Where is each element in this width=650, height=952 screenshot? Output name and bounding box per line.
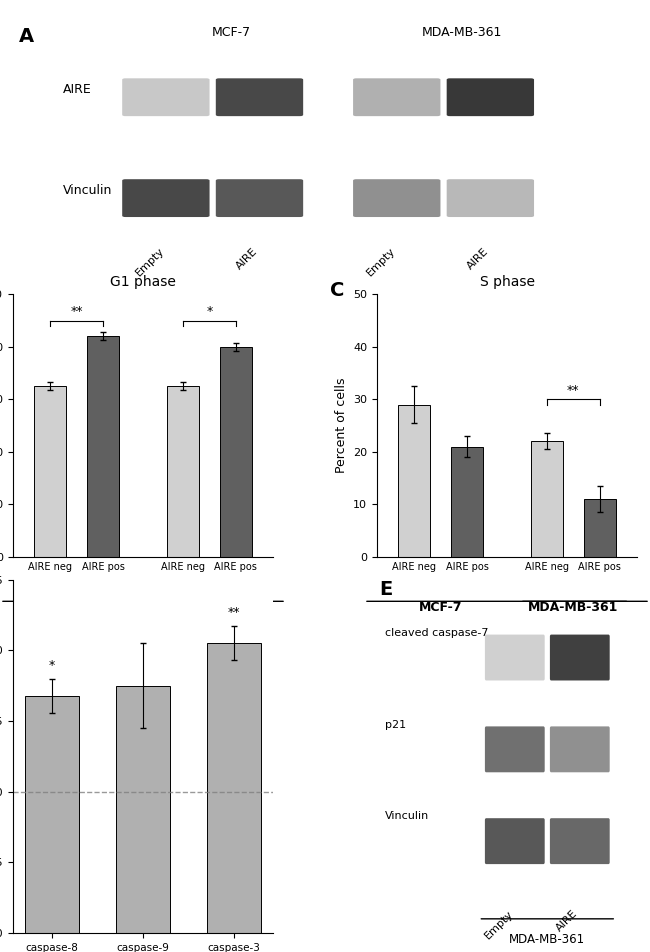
Text: Empty: Empty xyxy=(364,246,396,279)
Text: AIRE: AIRE xyxy=(554,908,580,933)
Text: Empty: Empty xyxy=(133,246,166,279)
Bar xyxy=(220,347,252,557)
Text: *: * xyxy=(206,305,213,318)
Text: **: ** xyxy=(70,305,83,318)
FancyBboxPatch shape xyxy=(353,78,441,116)
Text: **: ** xyxy=(567,384,580,397)
Text: AIRE: AIRE xyxy=(234,246,259,271)
FancyBboxPatch shape xyxy=(550,635,610,681)
Text: MDA-MB-361: MDA-MB-361 xyxy=(164,614,255,627)
Text: AIRE: AIRE xyxy=(465,246,490,271)
FancyBboxPatch shape xyxy=(485,818,545,864)
Bar xyxy=(398,405,430,557)
Y-axis label: Percent of cells: Percent of cells xyxy=(335,378,348,473)
Text: MDA-MB-361: MDA-MB-361 xyxy=(528,602,619,614)
Bar xyxy=(451,446,483,557)
Text: MCF-7: MCF-7 xyxy=(419,602,462,614)
FancyBboxPatch shape xyxy=(485,635,545,681)
Text: MDA-MB-361: MDA-MB-361 xyxy=(509,933,586,946)
Bar xyxy=(584,499,616,557)
FancyBboxPatch shape xyxy=(447,179,534,217)
Bar xyxy=(34,387,66,557)
Bar xyxy=(25,696,79,933)
Text: MCF-7: MCF-7 xyxy=(55,614,98,627)
Text: C: C xyxy=(330,281,344,300)
FancyBboxPatch shape xyxy=(447,78,534,116)
Text: cleaved caspase-7: cleaved caspase-7 xyxy=(385,627,488,638)
Text: E: E xyxy=(380,580,393,599)
Bar xyxy=(531,442,563,557)
Text: MCF-7: MCF-7 xyxy=(212,27,251,39)
Bar xyxy=(87,336,119,557)
FancyBboxPatch shape xyxy=(216,78,303,116)
FancyBboxPatch shape xyxy=(550,818,610,864)
Title: G1 phase: G1 phase xyxy=(110,275,176,289)
Text: Empty: Empty xyxy=(482,908,515,941)
FancyBboxPatch shape xyxy=(216,179,303,217)
Bar xyxy=(116,685,170,933)
Text: **: ** xyxy=(227,606,240,620)
Text: A: A xyxy=(20,27,34,46)
FancyBboxPatch shape xyxy=(485,726,545,772)
Bar xyxy=(207,644,261,933)
Bar xyxy=(167,387,199,557)
FancyBboxPatch shape xyxy=(550,726,610,772)
Title: S phase: S phase xyxy=(480,275,534,289)
Text: *: * xyxy=(49,659,55,672)
Text: p21: p21 xyxy=(385,720,406,729)
Text: Vinculin: Vinculin xyxy=(63,184,112,197)
Text: AIRE: AIRE xyxy=(63,83,92,96)
FancyBboxPatch shape xyxy=(353,179,441,217)
Text: MDA-MB-361: MDA-MB-361 xyxy=(422,27,502,39)
FancyBboxPatch shape xyxy=(122,78,209,116)
FancyBboxPatch shape xyxy=(122,179,209,217)
Text: Vinculin: Vinculin xyxy=(385,811,429,822)
